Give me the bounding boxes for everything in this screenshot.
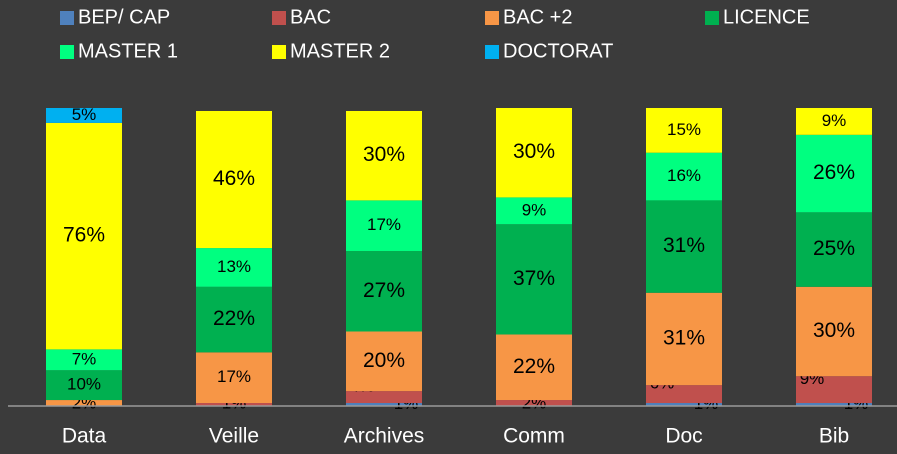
bar-segment [646,403,722,406]
bar-segment [196,110,272,249]
bar-segment [346,200,422,252]
value-label: 30% [363,143,405,166]
value-label: 31% [663,326,705,349]
bar-segment [646,200,722,293]
value-label: 7% [72,349,97,368]
bar-segment [46,122,122,350]
x-tick-label: Comm [503,425,565,448]
bar-segment [346,331,422,392]
bar-segment [496,108,572,198]
value-label: 16% [667,166,701,185]
legend-label: MASTER 1 [78,40,178,62]
bar-segment [196,403,272,406]
bar-segment [196,248,272,287]
value-label: 30% [513,140,555,163]
bar-segment [796,212,872,287]
legend-label: MASTER 2 [290,40,390,62]
value-label: 5% [72,105,97,124]
legend-label: BEP/ CAP [78,6,170,28]
legend-swatch [485,11,499,25]
x-tick-label: Veille [209,425,259,448]
value-label: 22% [513,355,555,378]
legend-label: DOCTORAT [503,40,613,62]
bar-segment [196,352,272,404]
value-label: 46% [213,167,255,190]
legend-label: LICENCE [723,6,810,28]
bar-segment [346,391,422,404]
x-tick-label: Doc [665,425,702,448]
value-label: 30% [813,319,855,342]
value-label: 9% [522,200,547,219]
bar-segment [646,108,722,153]
bar-segment [496,334,572,401]
bar-segment [646,385,722,404]
value-label: 26% [813,161,855,184]
legend-swatch [60,11,74,25]
value-label: 27% [363,279,405,302]
bar-segment [796,403,872,406]
legend-label: BAC [290,6,331,28]
bar-segment [346,251,422,332]
value-label: 13% [217,257,251,276]
value-label: 76% [63,224,105,247]
bar-segment [496,224,572,335]
legend-swatch [705,11,719,25]
legend-swatch [60,45,74,59]
bar-segment [196,286,272,353]
bar-segment [46,349,122,371]
x-tick-label: Data [62,425,107,448]
bar-segment [796,286,872,377]
bar-segment [46,400,122,406]
legend-swatch [272,45,286,59]
value-label: 15% [667,120,701,139]
bar-segment [496,400,572,406]
value-label: 17% [367,215,401,234]
value-label: 37% [513,267,555,290]
bar-segment [496,197,572,225]
bar-segment [46,108,122,123]
x-tick-label: Bib [819,425,849,448]
legend-swatch [485,45,499,59]
bar-segment [46,370,122,401]
bar-segment [796,134,872,213]
value-label: 31% [663,234,705,257]
bar-segment [646,292,722,386]
value-label: 10% [67,375,101,394]
value-label: 17% [217,367,251,386]
bar-segment [646,152,722,201]
value-label: 22% [213,307,255,330]
bar-segment [346,403,422,406]
legend-label: BAC +2 [503,6,572,28]
value-label: 25% [813,237,855,260]
x-tick-label: Archives [344,425,425,448]
bar-segment [346,110,422,201]
value-label: 9% [822,111,847,130]
legend-swatch [272,11,286,25]
bar-segment [796,376,872,404]
value-label: 20% [363,349,405,372]
bar-segment [796,108,872,135]
